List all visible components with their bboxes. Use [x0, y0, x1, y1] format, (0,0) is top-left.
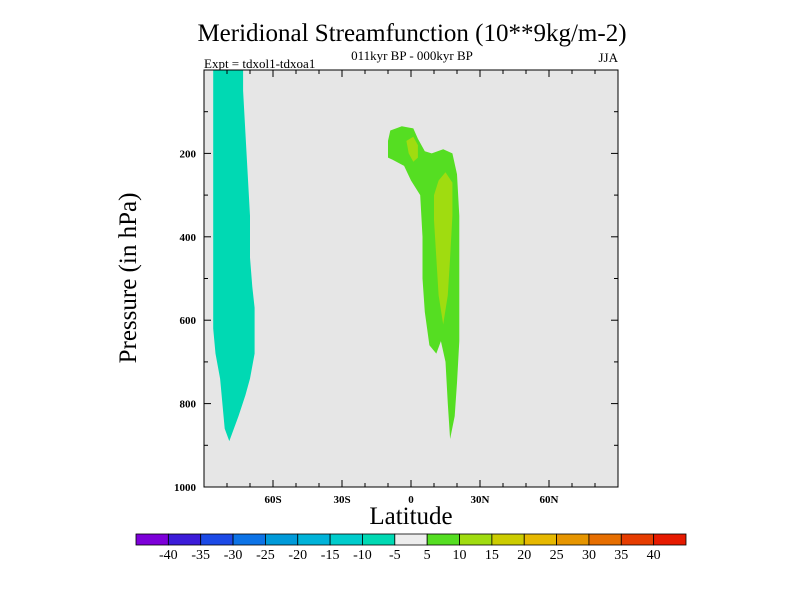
- y-tick-label: 800: [180, 399, 197, 411]
- colorbar-label: -5: [389, 548, 401, 563]
- colorbar-label: 40: [647, 548, 661, 563]
- x-tick-label: 30S: [333, 494, 350, 506]
- colorbar-swatch: [653, 533, 687, 546]
- y-tick-label: 600: [180, 315, 197, 327]
- contour-region-northern-positive-cell-inner-lower: [434, 172, 453, 325]
- contour-layer: [213, 70, 460, 442]
- colorbar-label: 35: [614, 548, 628, 563]
- colorbar-label: 5: [424, 548, 431, 563]
- x-tick-label: 30N: [471, 494, 490, 506]
- colorbar-swatch: [167, 533, 202, 546]
- colorbar-swatch: [523, 533, 557, 546]
- y-tick-label: 200: [180, 148, 197, 160]
- colorbar-swatch: [556, 533, 590, 546]
- colorbar-swatch: [265, 533, 299, 546]
- colorbar-swatch: [588, 533, 622, 546]
- y-axis: 200 400 600 800 1000: [174, 111, 618, 494]
- chart-title: Meridional Streamfunction (10**9kg/m-2): [197, 20, 626, 47]
- colorbar-swatch: [200, 533, 234, 546]
- colorbar-label: -35: [191, 548, 210, 563]
- x-axis-label: Latitude: [369, 503, 452, 530]
- colorbar-label: -20: [288, 548, 307, 563]
- colorbar-label: 30: [582, 548, 596, 563]
- colorbar-label: -30: [224, 548, 243, 563]
- colorbar-swatch: [620, 533, 655, 546]
- colorbar-swatch: [459, 533, 493, 546]
- chart-subtitle-left: Expt = tdxol1-tdxoa1: [204, 56, 315, 71]
- colorbar-label: 20: [517, 548, 531, 563]
- colorbar-label: 10: [453, 548, 467, 563]
- colorbar-swatch: [362, 533, 396, 546]
- x-tick-label: 60N: [540, 494, 559, 506]
- colorbar-label: 15: [485, 548, 499, 563]
- x-tick-label: 60S: [264, 494, 281, 506]
- y-tick-label: 1000: [174, 482, 197, 494]
- x-axis: 60S 30S 0 30N 60N: [226, 70, 596, 506]
- colorbar-label: -40: [159, 548, 178, 563]
- colorbar-swatch: [297, 533, 331, 546]
- y-axis-label: Pressure (in hPa): [115, 193, 142, 364]
- x-tick-label: 0: [408, 494, 414, 506]
- colorbar-swatch: [491, 533, 525, 546]
- colorbar-swatch: [329, 533, 363, 546]
- colorbar-label: 25: [550, 548, 564, 563]
- colorbar-label: -10: [353, 548, 372, 563]
- colorbar: -40 -35 -30 -25 -20 -15 -10 -5 5 10 15 20 25 30 35 40: [135, 533, 687, 563]
- contour-region-northern-positive-cell-inner-upper: [406, 136, 418, 162]
- contour-region-southern-negative-cell: [213, 70, 255, 442]
- colorbar-label: -25: [256, 548, 275, 563]
- colorbar-swatch: [232, 533, 266, 546]
- colorbar-swatch: [394, 533, 428, 546]
- chart-subtitle-right: JJA: [598, 50, 618, 65]
- colorbar-swatch: [135, 533, 169, 546]
- colorbar-swatch: [426, 533, 460, 546]
- y-tick-label: 400: [180, 232, 197, 244]
- colorbar-label: -15: [321, 548, 340, 563]
- chart-subtitle-center: 011kyr BP - 000kyr BP: [351, 48, 473, 63]
